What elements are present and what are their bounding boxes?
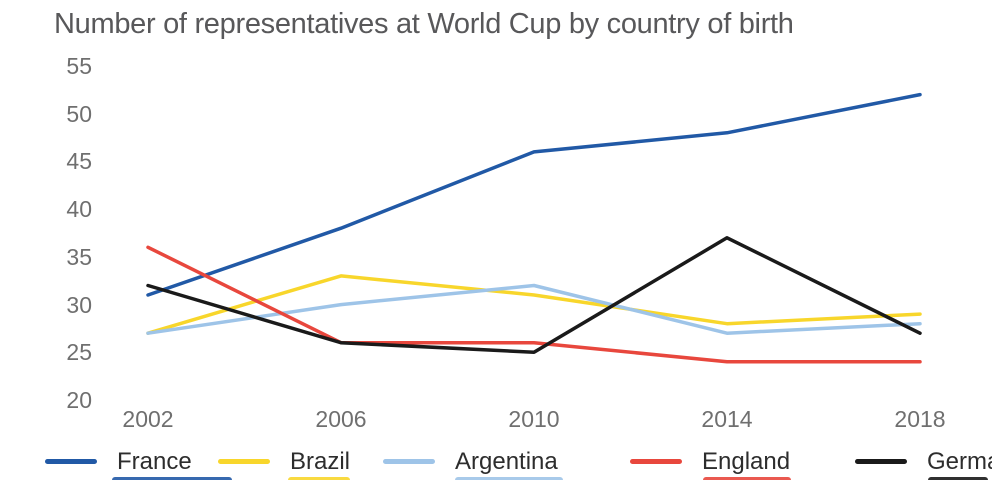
- legend-label: Brazil: [290, 448, 351, 475]
- chart-title: Number of representatives at World Cup b…: [54, 8, 794, 40]
- x-tick-label: 2014: [701, 406, 753, 432]
- y-tick-label: 20: [66, 387, 92, 413]
- series-line-england: [146, 245, 922, 364]
- legend-cutoff-swatch-germany: [928, 477, 988, 480]
- series-line-brazil: [146, 274, 922, 335]
- y-tick-label: 50: [66, 100, 92, 127]
- x-tick-label: 2010: [508, 406, 560, 432]
- legend-label: Argentina: [455, 448, 558, 475]
- legend-cutoff-swatch-france: [112, 477, 232, 480]
- y-tick-label: 25: [66, 339, 92, 366]
- y-tick-label: 30: [66, 291, 92, 318]
- legend-label: England: [702, 448, 791, 475]
- legend-label: France: [117, 448, 192, 475]
- y-tick-label: 40: [66, 196, 92, 223]
- legend-cutoff-swatch-england: [703, 477, 791, 480]
- y-tick-label: 55: [66, 53, 92, 79]
- series-line-germany: [146, 236, 922, 355]
- legend-swatch-brazil: [218, 459, 270, 464]
- legend-swatch-argentina: [383, 459, 435, 464]
- legend-cutoff-swatch-argentina: [455, 477, 563, 480]
- legend-cutoff-swatch-brazil: [288, 477, 350, 480]
- legend-label: Germany: [927, 448, 992, 475]
- y-tick-label: 35: [66, 243, 92, 270]
- legend-swatch-england: [630, 459, 682, 464]
- series-line-france: [146, 92, 922, 297]
- x-tick-label: 2018: [894, 406, 946, 432]
- x-tick-label: 2006: [315, 406, 367, 432]
- y-tick-label: 45: [66, 148, 92, 175]
- x-tick-label: 2002: [122, 406, 174, 432]
- series-line-argentina: [146, 283, 922, 335]
- legend-swatch-germany: [855, 459, 907, 464]
- legend-swatch-france: [45, 459, 97, 464]
